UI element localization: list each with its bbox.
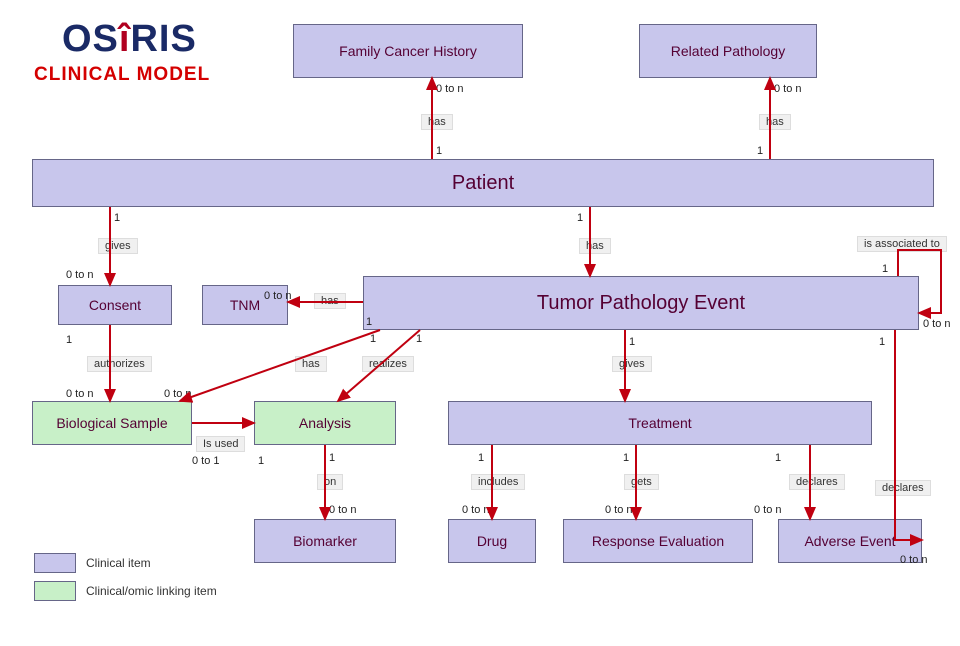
cardinality-from-patient_has_tpe: 1 — [577, 212, 583, 224]
edge-label-consent_auth_bio: authorizes — [87, 356, 152, 372]
node-label: Consent — [89, 297, 141, 313]
cardinality-from-tpe_realizes_analysis: 1 — [416, 333, 422, 345]
node-analysis: Analysis — [254, 401, 396, 445]
cardinality-from-treat_includes_drug: 1 — [478, 452, 484, 464]
cardinality-from-tpe_has_bio: 1 — [370, 333, 376, 345]
cardinality-from-patient_gives_consent: 1 — [114, 212, 120, 224]
cardinality-from-consent_auth_bio: 1 — [66, 334, 72, 346]
edge-label-tpe_self_assoc: is associated to — [857, 236, 947, 252]
cardinality-to-tpe_has_tnm: 0 to n — [264, 290, 292, 302]
node-label: Analysis — [299, 415, 351, 431]
cardinality-from-patient_has_family: 1 — [436, 145, 442, 157]
node-label: Treatment — [628, 415, 691, 431]
edge-label-analysis_on_biomarker: on — [317, 474, 343, 490]
legend-swatch-clinical — [34, 553, 76, 573]
edge-label-tpe_realizes_analysis: realizes — [362, 356, 414, 372]
logo-accent-icon: î — [119, 18, 131, 60]
subtitle: CLINICAL MODEL — [34, 64, 210, 86]
cardinality-to-patient_has_family: 0 to n — [436, 83, 464, 95]
cardinality-from-treat_declares_ae: 1 — [775, 452, 781, 464]
cardinality-to-treat_declares_ae: 0 to n — [754, 504, 782, 516]
edge-label-treat_includes_drug: includes — [471, 474, 525, 490]
cardinality-from-patient_has_related: 1 — [757, 145, 763, 157]
node-label: Patient — [452, 172, 514, 195]
node-drug: Drug — [448, 519, 536, 563]
cardinality-from-bio_isused_analysis: 0 to 1 — [192, 455, 220, 467]
cardinality-to-treat_gets_response: 0 to n — [605, 504, 633, 516]
node-bio_sample: Biological Sample — [32, 401, 192, 445]
cardinality-from-analysis_on_biomarker: 1 — [329, 452, 335, 464]
legend-swatch-linking — [34, 581, 76, 601]
edge-label-tpe_gives_treatment: gives — [612, 356, 652, 372]
cardinality-to-tpe_self_assoc: 0 to n — [923, 318, 951, 330]
logo: OSîRIS — [62, 18, 197, 61]
node-label: Biomarker — [293, 533, 357, 549]
node-label: Tumor Pathology Event — [537, 292, 745, 315]
edge-label-tpe_has_tnm: has — [314, 293, 346, 309]
node-label: Drug — [477, 533, 507, 549]
edge-label-tpe_declares_ae: declares — [875, 480, 931, 496]
legend-label-clinical: Clinical item — [86, 556, 151, 570]
edge-label-bio_isused_analysis: Is used — [196, 436, 245, 452]
cardinality-to-bio_isused_analysis: 1 — [258, 455, 264, 467]
node-label: Family Cancer History — [339, 43, 477, 59]
cardinality-to-analysis_on_biomarker: 0 to n — [329, 504, 357, 516]
node-family_history: Family Cancer History — [293, 24, 523, 78]
node-label: Biological Sample — [56, 415, 167, 431]
node-related_pathology: Related Pathology — [639, 24, 817, 78]
edge-label-patient_has_tpe: has — [579, 238, 611, 254]
node-label: Adverse Event — [804, 533, 895, 549]
legend-label-linking: Clinical/omic linking item — [86, 584, 217, 598]
edge-label-patient_gives_consent: gives — [98, 238, 138, 254]
edge-label-patient_has_related: has — [759, 114, 791, 130]
cardinality-from-tpe_has_tnm: 1 — [366, 316, 372, 328]
edge-label-patient_has_family: has — [421, 114, 453, 130]
cardinality-from-tpe_declares_ae: 1 — [879, 336, 885, 348]
node-consent: Consent — [58, 285, 172, 325]
edge-label-tpe_has_bio: has — [295, 356, 327, 372]
edge-label-treat_gets_response: gets — [624, 474, 659, 490]
node-label: Related Pathology — [671, 43, 785, 59]
edge-tpe_has_bio — [180, 330, 380, 401]
cardinality-to-patient_gives_consent: 0 to n — [66, 269, 94, 281]
node-patient: Patient — [32, 159, 934, 207]
cardinality-to-tpe_declares_ae: 0 to n — [900, 554, 928, 566]
edge-label-treat_declares_ae: declares — [789, 474, 845, 490]
node-tpe: Tumor Pathology Event — [363, 276, 919, 330]
node-response_eval: Response Evaluation — [563, 519, 753, 563]
cardinality-to-patient_has_related: 0 to n — [774, 83, 802, 95]
node-label: TNM — [230, 297, 260, 313]
edge-tpe_declares_ae — [895, 330, 922, 540]
cardinality-to-tpe_has_bio: 0 to n — [164, 388, 192, 400]
node-treatment: Treatment — [448, 401, 872, 445]
cardinality-from-tpe_self_assoc: 1 — [882, 263, 888, 275]
cardinality-to-treat_includes_drug: 0 to n — [462, 504, 490, 516]
node-label: Response Evaluation — [592, 533, 724, 549]
node-biomarker: Biomarker — [254, 519, 396, 563]
cardinality-from-treat_gets_response: 1 — [623, 452, 629, 464]
cardinality-to-consent_auth_bio: 0 to n — [66, 388, 94, 400]
cardinality-from-tpe_gives_treatment: 1 — [629, 336, 635, 348]
